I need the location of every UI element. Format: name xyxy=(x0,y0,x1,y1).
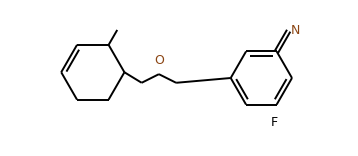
Text: O: O xyxy=(154,54,164,66)
Text: N: N xyxy=(291,24,300,37)
Text: F: F xyxy=(271,116,278,129)
